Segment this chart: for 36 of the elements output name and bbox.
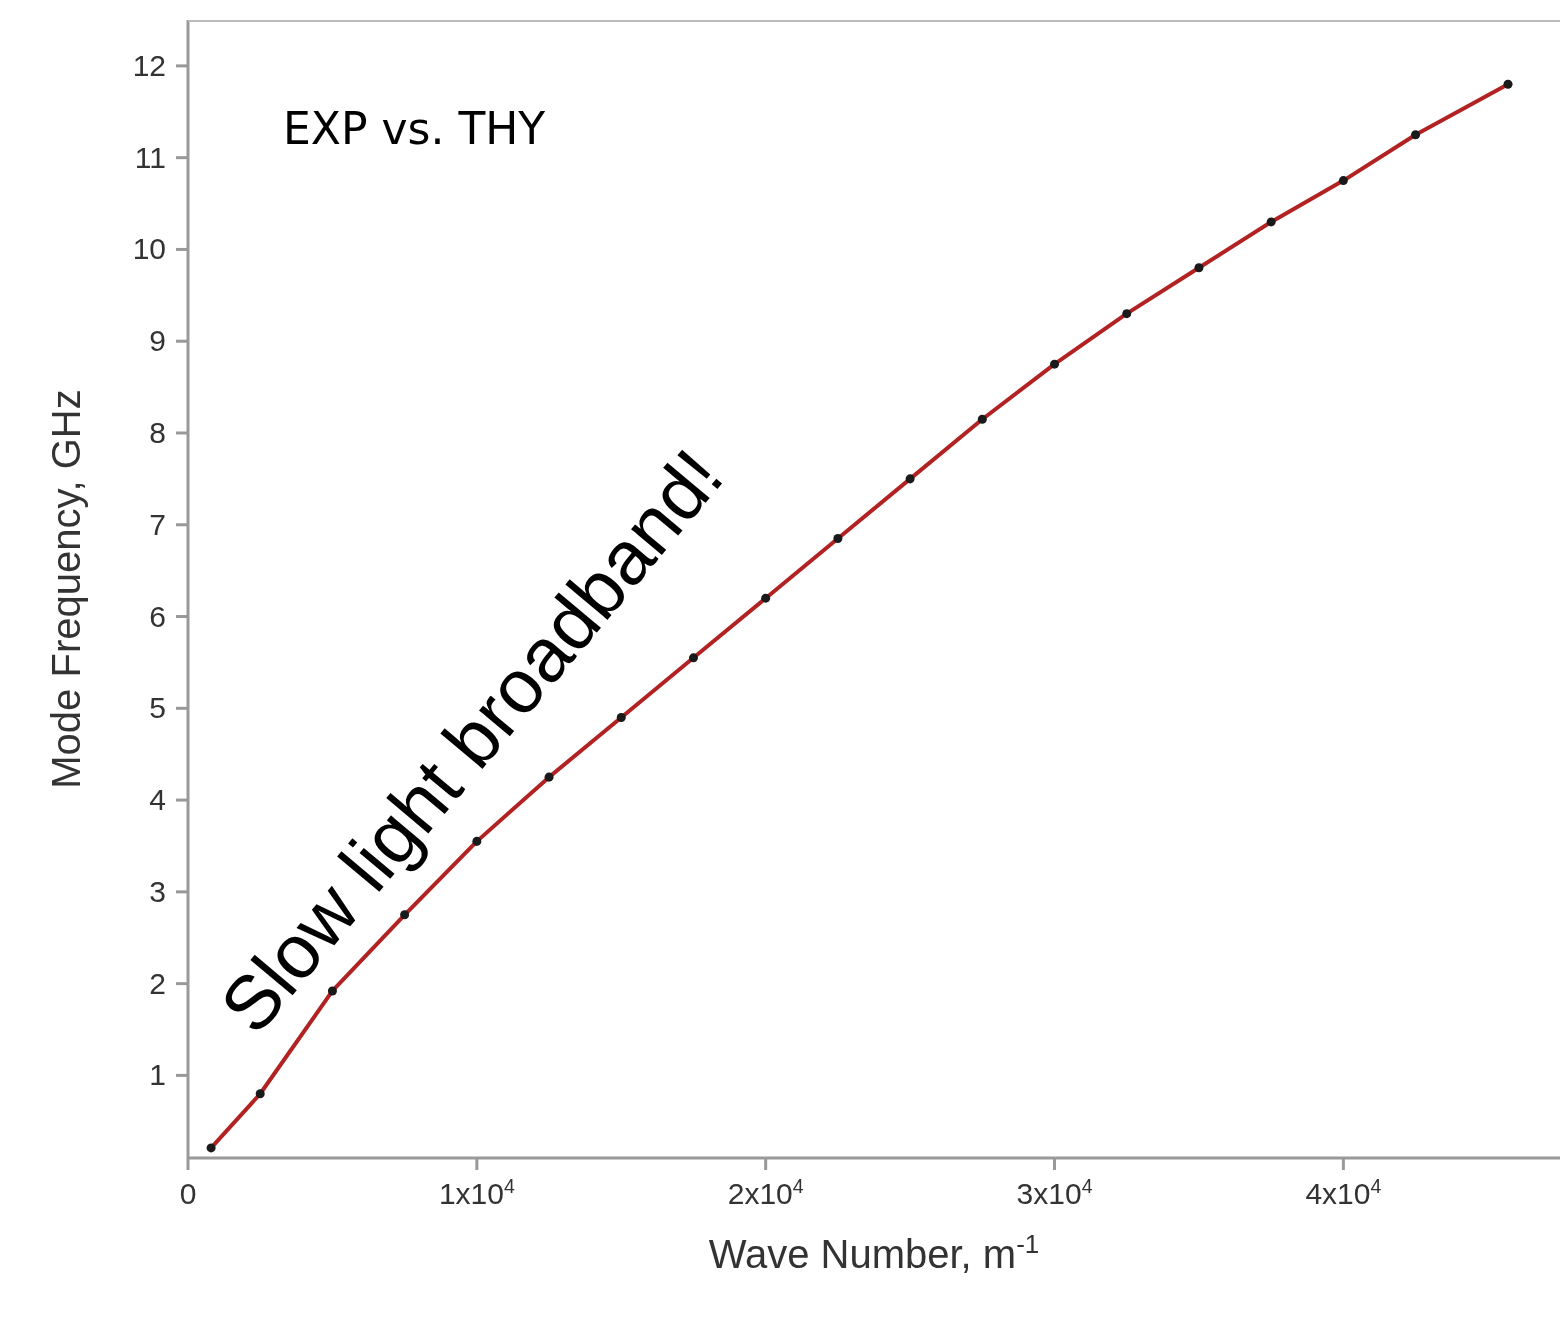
point	[255, 1089, 265, 1099]
point	[833, 534, 843, 544]
x-tick-label: 4x10$^{4}$	[1305, 1175, 1382, 1210]
y-tick-label: 10	[132, 232, 166, 266]
x-tick-label: 3x10$^{4}$	[1016, 1175, 1093, 1210]
x-tick-label: 2x10$^{4}$	[727, 1175, 804, 1210]
y-tick-label: 3	[149, 874, 166, 908]
x-tick-label: 0	[179, 1177, 197, 1210]
x-axis-title: Wave Number, m$^{-1}$	[708, 1229, 1040, 1276]
point	[1338, 176, 1348, 186]
point	[1194, 263, 1204, 273]
point	[206, 1143, 216, 1153]
y-tick-label: 4	[149, 783, 166, 817]
point	[544, 772, 554, 782]
point	[472, 836, 482, 846]
point	[1503, 79, 1513, 89]
point	[761, 593, 771, 603]
point	[1050, 359, 1060, 369]
x-tick-label: 1x10$^{4}$	[438, 1175, 515, 1210]
y-tick-label: 12	[132, 48, 166, 82]
y-axis-title: Mode Frequency, GHz	[44, 389, 88, 789]
point	[1122, 309, 1132, 319]
y-tick-label: 7	[149, 507, 166, 541]
y-tick-label: 2	[149, 966, 166, 1000]
y-tick-label: 8	[149, 415, 166, 449]
point	[977, 414, 987, 424]
point	[1266, 217, 1276, 227]
annotation: EXP vs. THY	[283, 103, 546, 154]
point	[905, 474, 915, 484]
y-tick-label: 6	[149, 599, 166, 633]
y-tick-label: 11	[134, 140, 166, 174]
y-tick-label: 5	[149, 691, 166, 725]
y-tick-label: 9	[149, 324, 166, 358]
y-tick-label: 1	[149, 1058, 166, 1092]
point	[1411, 130, 1421, 140]
point	[400, 910, 410, 920]
